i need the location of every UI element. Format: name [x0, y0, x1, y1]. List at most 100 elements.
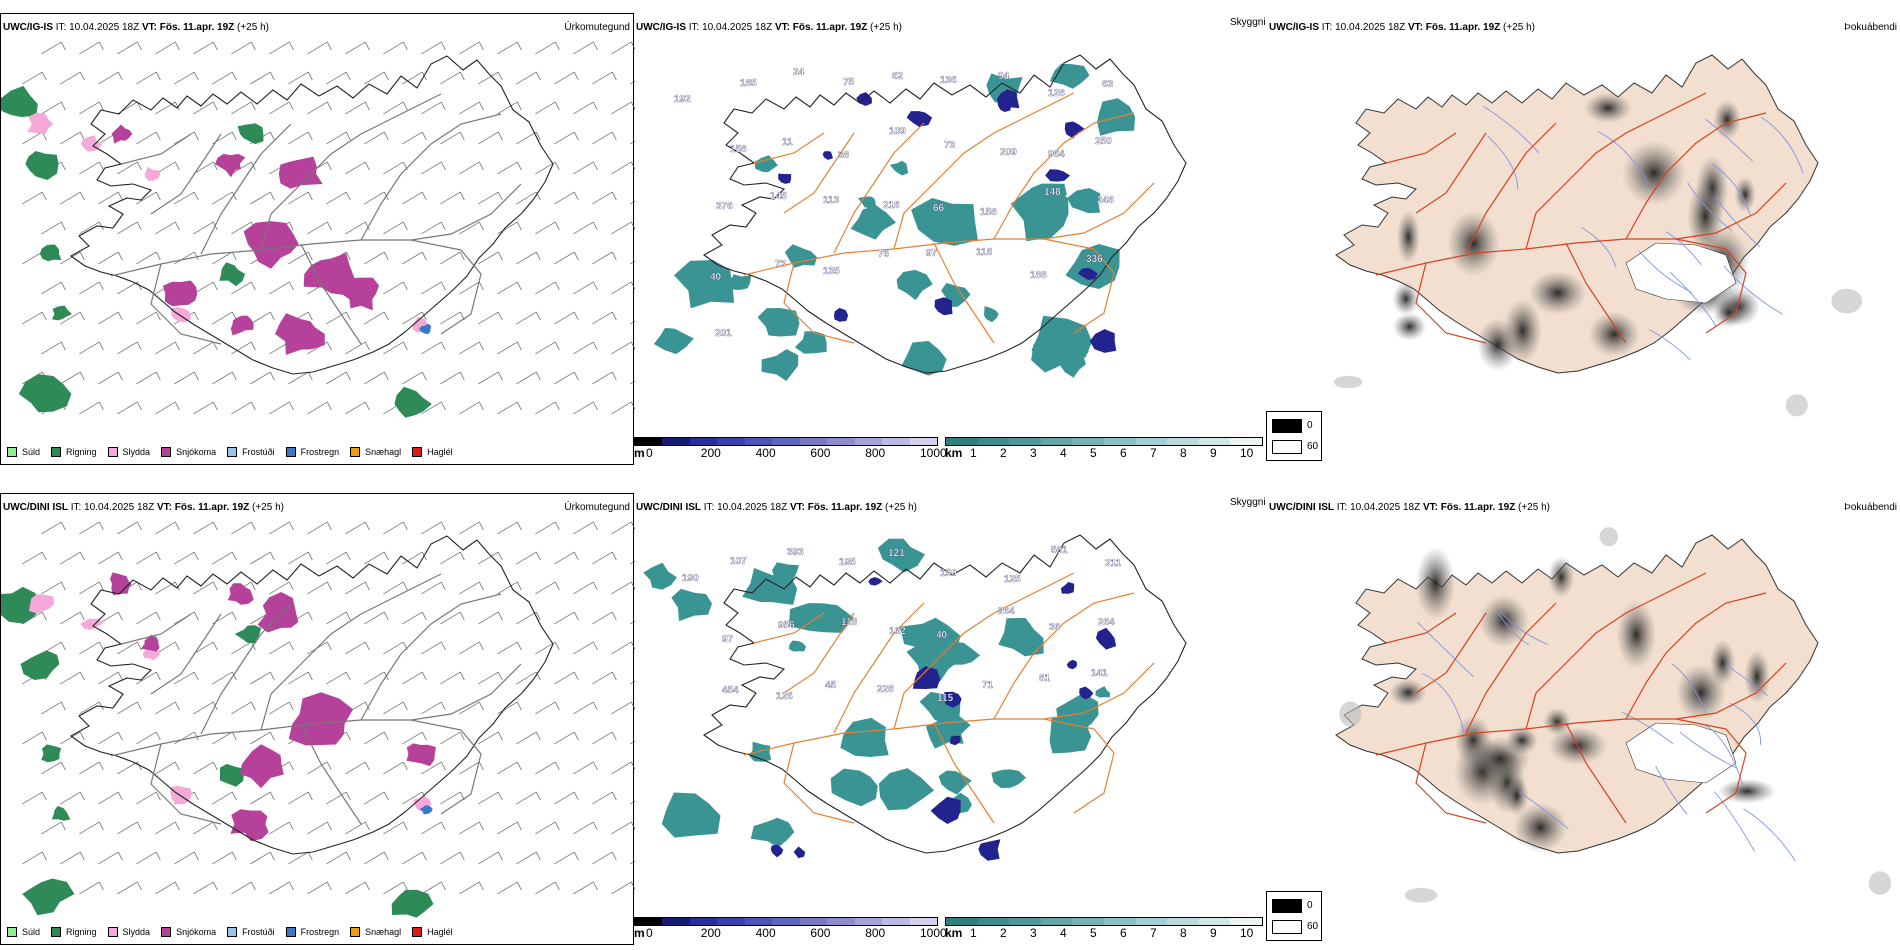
colorbar-tick: 800	[865, 926, 886, 940]
colorbar-tick: 1000	[920, 446, 947, 460]
cloud-key-row2: 0 60	[1266, 891, 1322, 941]
legend-item-rigning: Rigning	[51, 447, 97, 457]
rivers-layer	[1482, 105, 1804, 361]
ceiling-value-label: 158	[980, 207, 997, 218]
ceiling-label-row1: Skyggni	[1230, 17, 1266, 28]
colorbar-segment	[1198, 438, 1231, 445]
colorbar-tick: 3	[1030, 926, 1037, 940]
ceiling-value-label: 264	[1098, 617, 1115, 628]
colorbar-segment	[977, 438, 1010, 445]
glacier-area	[1625, 722, 1737, 784]
colorbar-segment	[1040, 918, 1073, 925]
precip-type-map-row1: Súld Rigning Slydda Snjókoma Frostúði Frostre…	[0, 13, 635, 465]
roads-layer	[743, 572, 1155, 824]
colorbar-tick: 10	[1240, 926, 1254, 940]
colorbar-tick: 5	[1090, 926, 1097, 940]
cloud-key-min: 0	[1307, 420, 1313, 431]
ceiling-value-label: 211	[1105, 558, 1122, 569]
legend-label: Snjókoma	[176, 927, 217, 937]
lead-time: (+25 h)	[885, 502, 917, 513]
legend-item-snjókoma: Snjókoma	[161, 447, 216, 457]
model-name: UWC/DINI ISL	[1269, 502, 1334, 513]
roads-layer	[110, 93, 522, 345]
colorbar-segment	[1167, 918, 1199, 925]
ceiling-value-label: 62	[892, 71, 904, 82]
legend-label: Snæhagl	[365, 927, 402, 937]
ceiling-value-label: 336	[1086, 254, 1103, 265]
wind-barbs-layer	[22, 521, 635, 895]
colorbar-tick: 10	[1240, 446, 1254, 460]
ceiling-value-label: 141	[1091, 668, 1108, 679]
colorbar-tick: 600	[810, 926, 831, 940]
colorbar-tick: 7	[1150, 926, 1157, 940]
ceiling-fields-layer	[770, 577, 1117, 861]
ceiling-title-row1: UWC/IG-IS IT: 10.04.2025 18Z VT: Fös. 11…	[636, 22, 902, 33]
colorbar-tick: 200	[700, 446, 721, 460]
ceiling-value-label: 188	[1030, 270, 1047, 281]
cloud-key-row1: 0 60	[1266, 411, 1322, 461]
legend-item-haglél: Haglél	[412, 927, 453, 937]
ceiling-value-label: 190	[682, 573, 699, 584]
legend-item-snæhagl: Snæhagl	[350, 927, 401, 937]
legend-item-slydda: Slydda	[107, 927, 151, 937]
colorbar-tick: 6	[1120, 446, 1127, 460]
legend-label: Slydda	[122, 927, 151, 937]
cloud-key-max: 60	[1307, 441, 1319, 452]
legend-item-slydda: Slydda	[107, 447, 150, 457]
valid-time-prefix: VT:	[156, 502, 172, 513]
legend-label: Súld	[22, 447, 41, 457]
ceiling-value-label: 195	[839, 557, 856, 568]
ceiling-value-label: 376	[716, 201, 733, 212]
ceiling-value-label: 185	[740, 78, 757, 89]
ceiling-value-label: 128	[1048, 88, 1065, 99]
ceiling-value-label: 158	[730, 144, 747, 155]
colorbar-tick: 2	[1000, 926, 1007, 940]
colorbar-segment	[946, 918, 978, 925]
cloud-key-white	[1272, 920, 1302, 934]
colorbar-segment	[827, 918, 855, 925]
colorbar-tick: 1	[970, 446, 977, 460]
ceiling-value-label: 38	[838, 150, 850, 161]
ceiling-unit-row1: m	[634, 446, 645, 460]
visibility-colorbar-row2	[945, 917, 1263, 926]
ceiling-colorbar-row2	[634, 917, 938, 926]
fog-map-svg-row2	[1335, 527, 1892, 903]
colorbar-segment	[799, 918, 828, 925]
valid-time: Fös. 11.apr. 19Z	[159, 22, 235, 33]
colorbar-segment	[772, 438, 800, 445]
colorbar-tick: 9	[1210, 926, 1217, 940]
model-name: UWC/IG-IS	[636, 22, 686, 33]
legend-swatch	[7, 447, 17, 457]
colorbar-segment	[882, 438, 910, 445]
ceiling-value-label: 116	[976, 247, 993, 258]
precip-legend-row2: Súld Rigning Slydda Snjókoma Frostúði Frostre…	[7, 927, 464, 937]
colorbar-segment	[717, 918, 745, 925]
colorbar-tick: 0	[646, 926, 653, 940]
valid-time-prefix: VT:	[789, 502, 805, 513]
rivers-layer	[1417, 609, 1796, 862]
cloud-key-max: 60	[1307, 921, 1319, 932]
ceiling-value-label: 73	[944, 140, 956, 151]
wind-barbs-layer	[22, 41, 635, 415]
colorbar-tick: 4	[1060, 926, 1067, 940]
legend-swatch	[350, 447, 361, 457]
ceiling-value-label: 81	[1039, 673, 1051, 684]
ceiling-value-label: 113	[823, 195, 840, 206]
lead-time: (+25 h)	[1518, 502, 1550, 513]
fog-title-row1: UWC/IG-IS IT: 10.04.2025 18Z VT: Fös. 11…	[1269, 22, 1535, 33]
valid-time: Fös. 11.apr. 19Z	[807, 502, 883, 513]
ceiling-value-label: 11	[782, 137, 793, 148]
legend-swatch	[285, 447, 296, 457]
legend-swatch	[7, 927, 17, 937]
colorbar-segment	[854, 918, 883, 925]
legend-label: Haglél	[427, 927, 453, 937]
colorbar-tick: 0	[646, 446, 653, 460]
colorbar-segment	[977, 918, 1010, 925]
legend-item-rigning: Rigning	[51, 927, 97, 937]
ceiling-value-label: 216	[883, 200, 900, 211]
colorbar-segment	[662, 918, 690, 925]
ceiling-fields-layer	[778, 89, 1117, 353]
roads-layer	[110, 573, 522, 825]
colorbar-tick: 600	[810, 446, 831, 460]
legend-swatch	[51, 927, 62, 937]
